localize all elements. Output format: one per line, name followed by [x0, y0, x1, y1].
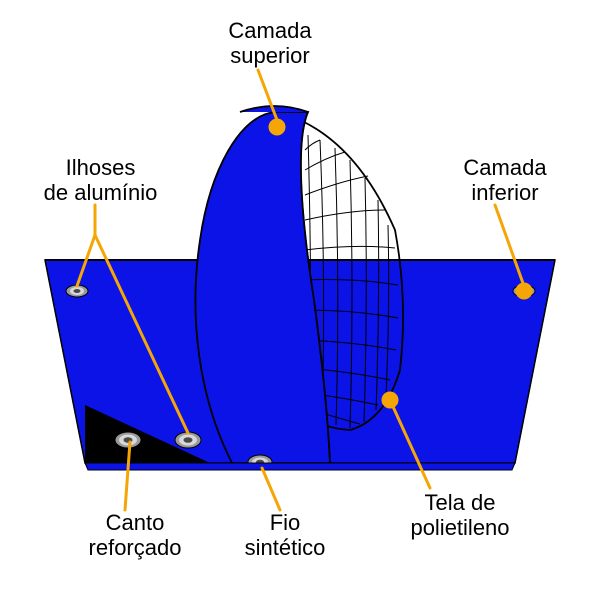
label-ilhoses: Ilhosesde alumínio	[18, 155, 183, 206]
label-canto: Cantoreforçado	[55, 510, 215, 561]
grommet-front-left	[115, 432, 141, 448]
label-fio: Fiosintético	[220, 510, 350, 561]
label-camada-inferior: Camadainferior	[420, 155, 590, 206]
label-camada-superior: Camadasuperior	[180, 18, 360, 69]
label-tela: Tela depolietileno	[370, 490, 550, 541]
